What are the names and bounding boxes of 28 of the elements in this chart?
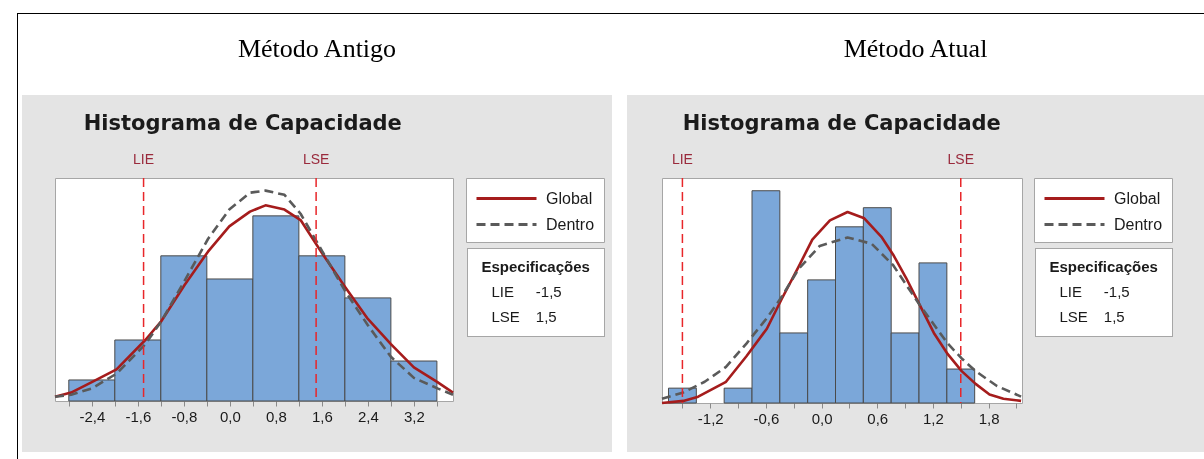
x-tick-label: 3,2: [403, 407, 425, 425]
x-tick-label: -0,6: [753, 409, 780, 427]
chart-title: Método Atual: [842, 34, 989, 64]
x-tick-label: 1,2: [923, 409, 944, 427]
x-tick-label: 1,8: [978, 409, 1000, 427]
x-tick-label: -1,2: [697, 409, 724, 427]
chart-subtitle: Histograma de Capacidade: [682, 111, 1001, 135]
x-tick-label: 0,0: [811, 409, 833, 427]
ref-line-label: LSE: [302, 151, 330, 167]
x-tick-label: -2,4: [79, 407, 106, 425]
specifications-table: Especificações LIE -1,5 LSE 1,5: [1034, 247, 1173, 337]
legend-label: Global: [1114, 189, 1161, 207]
ref-line-label: LIE: [671, 151, 693, 167]
legend-label: Global: [546, 189, 593, 207]
x-tick-label: 2,4: [357, 407, 379, 425]
legend-label: Dentro: [1114, 215, 1163, 233]
ref-line-label: LIE: [133, 151, 155, 167]
ref-line-label: LSE: [947, 151, 974, 167]
x-tick-label: -0,8: [171, 407, 198, 425]
chart-subtitle: Histograma de Capacidade: [83, 111, 402, 135]
x-tick-label: 0,0: [219, 407, 241, 425]
x-tick-label: 1,6: [311, 407, 333, 425]
legend-label: Dentro: [546, 215, 595, 233]
x-tick-label: 0,6: [867, 409, 889, 427]
chart-title: Método Antigo: [236, 34, 398, 64]
x-tick-label: -1,6: [125, 407, 152, 425]
x-tick-label: 0,8: [265, 407, 287, 425]
specifications-table: Especificações LIE -1,5 LSE 1,5: [466, 247, 605, 337]
